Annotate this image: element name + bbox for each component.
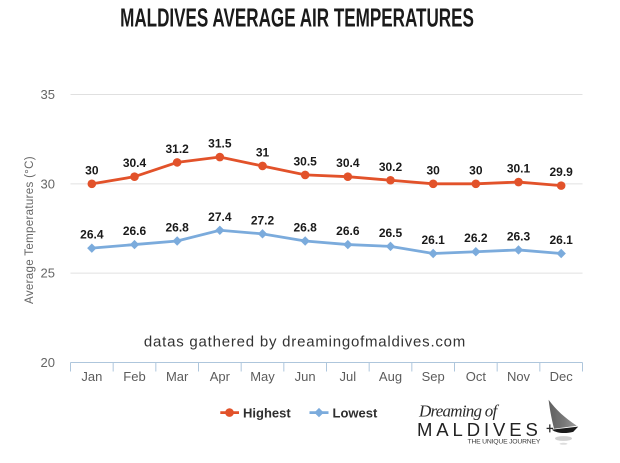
svg-text:20: 20 <box>41 355 55 370</box>
svg-text:25: 25 <box>41 266 55 281</box>
svg-text:26.5: 26.5 <box>379 226 403 240</box>
svg-text:30.2: 30.2 <box>379 160 403 174</box>
svg-text:May: May <box>250 369 275 384</box>
svg-text:30.4: 30.4 <box>336 156 360 170</box>
svg-text:THE UNIQUE JOURNEY: THE UNIQUE JOURNEY <box>468 439 541 446</box>
svg-text:31: 31 <box>256 146 270 160</box>
svg-text:Dec: Dec <box>550 369 574 384</box>
svg-text:26.1: 26.1 <box>421 233 445 247</box>
svg-text:Highest: Highest <box>243 405 291 420</box>
svg-text:30.5: 30.5 <box>293 154 317 168</box>
svg-text:26.4: 26.4 <box>80 228 104 242</box>
svg-text:27.4: 27.4 <box>208 210 232 224</box>
svg-text:datas gathered by dreamingofma: datas gathered by dreamingofmaldives.com <box>144 334 466 351</box>
svg-text:Apr: Apr <box>210 369 231 384</box>
svg-text:31.2: 31.2 <box>165 142 189 156</box>
svg-text:26.8: 26.8 <box>293 221 317 235</box>
svg-text:30: 30 <box>469 163 483 177</box>
svg-text:26.1: 26.1 <box>549 233 573 247</box>
svg-text:Oct: Oct <box>466 369 487 384</box>
svg-text:26.6: 26.6 <box>336 224 360 238</box>
svg-text:Sep: Sep <box>422 369 445 384</box>
svg-text:26.3: 26.3 <box>507 229 531 243</box>
svg-text:Jan: Jan <box>81 369 102 384</box>
svg-text:Jul: Jul <box>340 369 357 384</box>
svg-text:30.1: 30.1 <box>507 162 531 176</box>
svg-text:35: 35 <box>41 87 55 102</box>
svg-text:Feb: Feb <box>123 369 145 384</box>
svg-text:30: 30 <box>85 163 99 177</box>
svg-text:30: 30 <box>426 163 440 177</box>
svg-text:26.8: 26.8 <box>165 221 189 235</box>
svg-text:Lowest: Lowest <box>333 405 378 420</box>
svg-text:Average Temperatures (°C): Average Temperatures (°C) <box>24 156 36 304</box>
svg-text:31.5: 31.5 <box>208 137 232 151</box>
svg-text:MALDIVES AVERAGE AIR TEMPERATU: MALDIVES AVERAGE AIR TEMPERATURES <box>120 3 474 32</box>
svg-text:29.9: 29.9 <box>549 165 573 179</box>
svg-text:Mar: Mar <box>166 369 189 384</box>
svg-text:MALDIVES: MALDIVES <box>417 419 542 440</box>
svg-text:Dreaming of: Dreaming of <box>418 402 500 421</box>
svg-text:30: 30 <box>41 176 55 191</box>
svg-text:26.6: 26.6 <box>123 224 147 238</box>
svg-text:Nov: Nov <box>507 369 531 384</box>
svg-text:27.2: 27.2 <box>251 213 275 227</box>
svg-text:26.2: 26.2 <box>464 231 488 245</box>
svg-text:30.4: 30.4 <box>123 156 147 170</box>
svg-text:Jun: Jun <box>295 369 316 384</box>
svg-text:Aug: Aug <box>379 369 402 384</box>
